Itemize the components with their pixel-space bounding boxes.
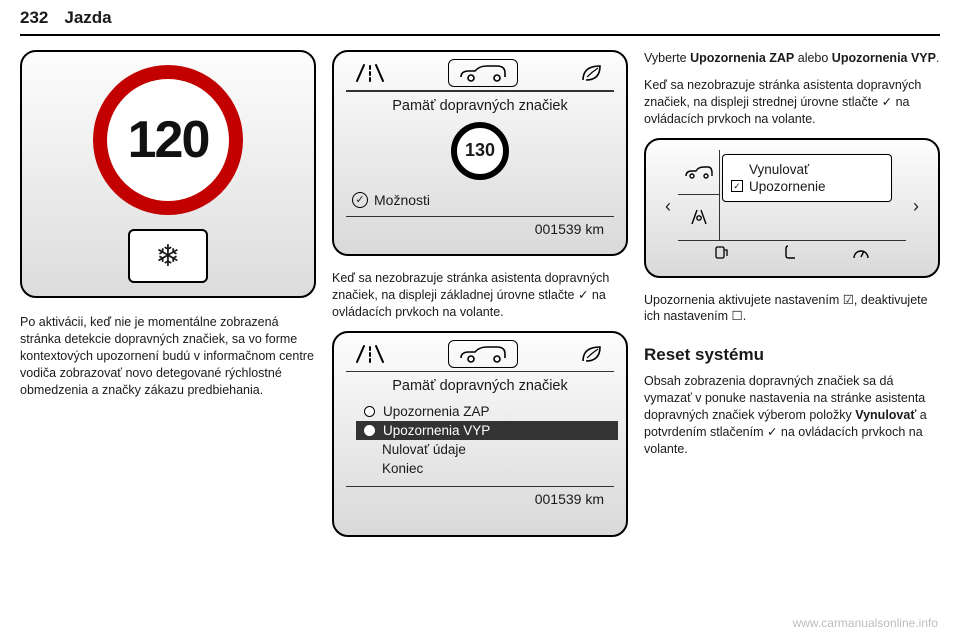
display-panel-settings: ‹ Ver [644,138,940,278]
col3-text-bottom: Obsah zobrazenia dopravných značiek sa d… [644,373,940,467]
radio-icon [364,425,375,436]
left-arrow-icon: ‹ [658,150,678,264]
speed-value: 120 [128,110,209,170]
checkbox-icon: ✓ [731,180,743,192]
panel-c-bottom-icons [678,240,906,264]
content-columns: 120 ❄ Po aktivácii, keď nie je momentáln… [0,50,960,551]
radio-icon [364,406,375,417]
footer-url: www.carmanualsonline.info [793,616,938,630]
lane-icon [354,63,386,83]
divider [20,34,940,36]
check-icon: ✓ [352,192,368,208]
col3-text-mid: Upozornenia aktivujete nastavením ☑, dea… [644,292,940,336]
options-row: ✓ Možnosti [346,192,614,208]
column-2: Pamäť dopravných značiek 130 ✓ Možnosti … [332,50,628,551]
snow-warning-box: ❄ [128,229,208,283]
eco-leaf-icon [580,62,606,84]
menu-item-nulovat: Nulovať údaje [360,440,614,459]
speed-sign-figure: 120 ❄ [20,50,316,298]
options-label: Možnosti [374,192,430,208]
panel-b-title: Pamäť dopravných značiek [346,378,614,394]
col3-p3: Upozornenia aktivujete nastavením ☑, dea… [644,292,940,326]
settings-popup: Vynulovať ✓Upozornenie [722,154,892,202]
col3-p4: Obsah zobrazenia dopravných značiek sa d… [644,373,940,457]
panel-a-title: Pamäť dopravných značiek [346,98,614,114]
road-tiny-icon [678,195,719,239]
panel-topbar [346,62,614,90]
fuel-icon [714,244,730,260]
col1-paragraph: Po aktivácii, keď nie je momentálne zobr… [20,314,316,398]
car-tiny-icon [678,150,719,194]
lane-icon [354,344,386,364]
col2-paragraph: Keď sa nezobrazuje stránka asistenta dop… [332,270,628,321]
popup-item-warning: ✓Upozornenie [731,178,883,195]
panel-divider [346,371,614,373]
display-panel-menu: Pamäť dopravných značiek Upozornenia ZAP… [332,331,628,537]
speed-sign-130: 130 [451,122,509,180]
seat-icon [783,244,799,260]
col3-p2: Keď sa nezobrazuje stránka asistenta dop… [644,77,940,128]
popup-item-reset: Vynulovať [731,161,883,178]
snowflake-icon: ❄ [155,239,180,274]
page-header: 232 Jazda [0,0,960,34]
menu-item-koniec: Koniec [360,459,614,478]
car-icon [448,59,518,87]
col2-text: Keď sa nezobrazuje stránka asistenta dop… [332,270,628,331]
col3-text-top: Vyberte Upozornenia ZAP alebo Upozorneni… [644,50,940,138]
reset-heading: Reset systému [644,345,940,365]
chapter-title: Jazda [64,8,111,28]
panel-b-topbar [346,343,614,371]
odometer-a: 001539 km [346,216,614,237]
menu-item-zap: Upozornenia ZAP [360,402,614,421]
page-number: 232 [20,8,48,28]
panel-c-leftcell [678,150,720,240]
menu-list: Upozornenia ZAP Upozornenia VYP Nulovať … [346,402,614,478]
speed-limit-sign: 120 [93,65,243,215]
column-1: 120 ❄ Po aktivácii, keď nie je momentáln… [20,50,316,551]
speedometer-icon [852,244,870,260]
display-panel-memory: Pamäť dopravných značiek 130 ✓ Možnosti … [332,50,628,256]
car-icon [448,340,518,368]
menu-item-vyp: Upozornenia VYP [356,421,618,440]
panel-divider [346,90,614,92]
right-arrow-icon: › [906,150,926,264]
odometer-b: 001539 km [346,486,614,507]
col3-p1: Vyberte Upozornenia ZAP alebo Upozorneni… [644,50,940,67]
column-3: Vyberte Upozornenia ZAP alebo Upozorneni… [644,50,940,551]
col1-text: Po aktivácii, keď nie je momentálne zobr… [20,314,316,408]
eco-leaf-icon [580,343,606,365]
